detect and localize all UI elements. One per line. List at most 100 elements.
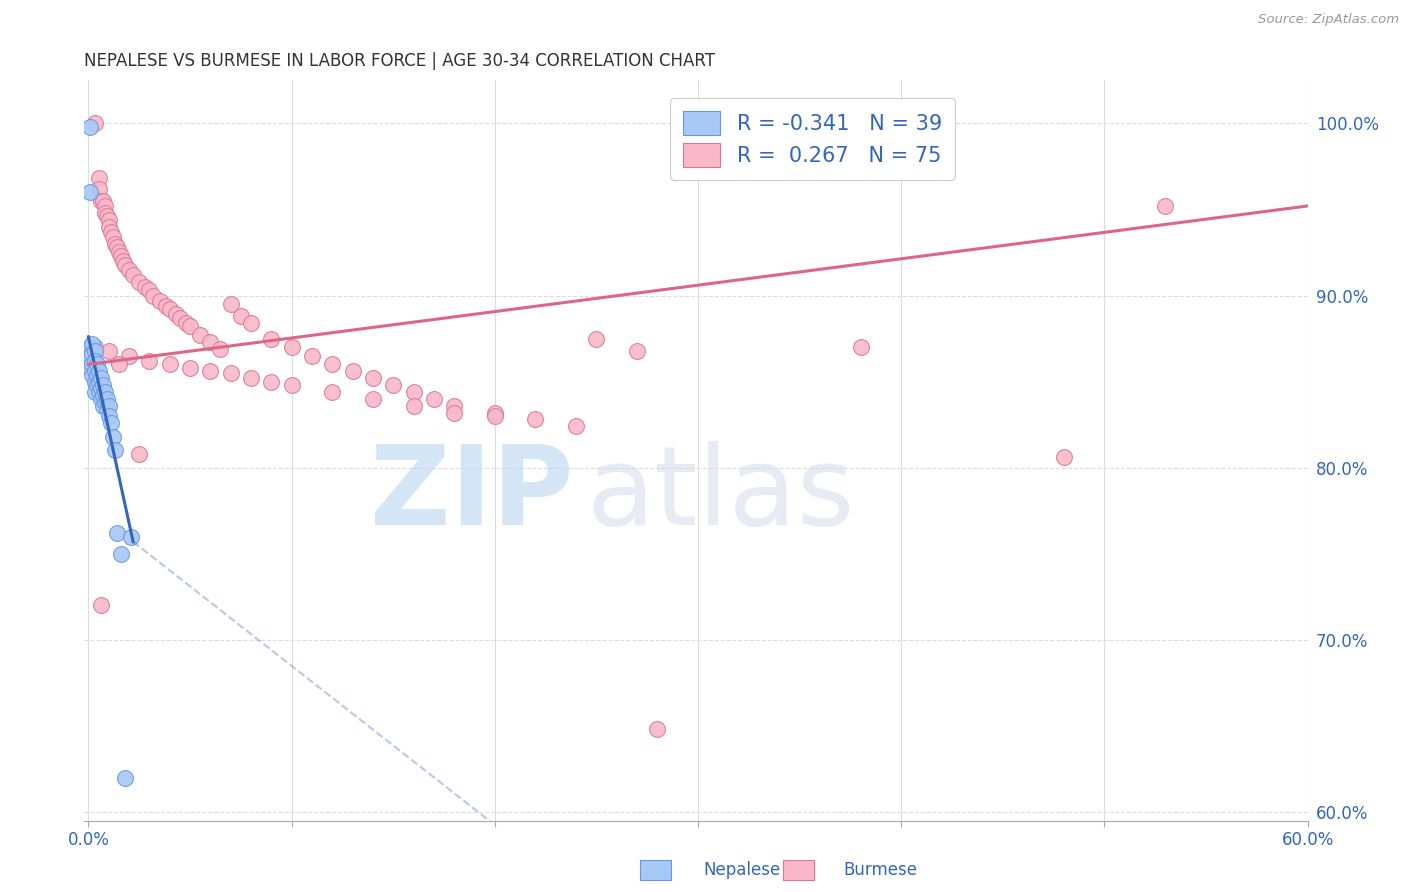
Point xyxy=(86,378,108,392)
Point xyxy=(342,364,364,378)
Point xyxy=(86,368,108,382)
Point xyxy=(83,384,105,399)
Point xyxy=(626,343,648,358)
Point xyxy=(402,384,425,399)
Point xyxy=(423,392,446,406)
Point xyxy=(118,349,141,363)
Point xyxy=(120,530,142,544)
Point xyxy=(1053,450,1076,465)
Point xyxy=(114,771,136,785)
Point xyxy=(443,406,465,420)
Point xyxy=(402,399,425,413)
Point xyxy=(96,402,118,417)
Text: Burmese: Burmese xyxy=(844,861,918,879)
Point xyxy=(90,371,112,385)
Point xyxy=(93,199,115,213)
Point xyxy=(83,340,105,354)
Point xyxy=(108,357,131,371)
Point xyxy=(82,336,104,351)
Point xyxy=(134,280,156,294)
Point xyxy=(484,409,506,423)
Point xyxy=(174,316,197,330)
Point xyxy=(114,258,136,272)
Point xyxy=(321,357,343,371)
Point xyxy=(100,416,122,430)
Point xyxy=(82,347,104,361)
Point xyxy=(128,447,150,461)
Point xyxy=(79,349,101,363)
Point xyxy=(179,360,201,375)
Point xyxy=(97,219,120,234)
Point xyxy=(83,116,105,130)
Point xyxy=(484,406,506,420)
Point xyxy=(219,366,242,380)
Point xyxy=(79,185,101,199)
Point xyxy=(104,443,127,458)
Point xyxy=(200,364,222,378)
Point xyxy=(90,599,112,613)
Point xyxy=(90,194,112,208)
Point xyxy=(97,212,120,227)
Point xyxy=(79,340,101,354)
Text: atlas: atlas xyxy=(586,442,855,549)
Point xyxy=(240,316,263,330)
Point xyxy=(110,547,132,561)
Point xyxy=(280,378,302,392)
Point xyxy=(169,310,191,325)
Point xyxy=(104,236,127,251)
Point xyxy=(301,349,323,363)
Point xyxy=(87,384,110,399)
Point xyxy=(1154,199,1177,213)
Point xyxy=(100,225,122,239)
Point xyxy=(83,354,105,368)
Point xyxy=(382,378,405,392)
Point xyxy=(87,375,110,389)
Point xyxy=(87,182,110,196)
Point xyxy=(96,209,118,223)
Point xyxy=(122,268,145,282)
Point xyxy=(111,254,134,268)
Point xyxy=(105,240,128,254)
Point xyxy=(118,262,141,277)
Point xyxy=(93,384,115,399)
Point xyxy=(97,399,120,413)
Point xyxy=(138,354,160,368)
Point xyxy=(159,357,181,371)
Text: Nepalese: Nepalese xyxy=(703,861,780,879)
Legend: R = -0.341   N = 39, R =  0.267   N = 75: R = -0.341 N = 39, R = 0.267 N = 75 xyxy=(671,98,955,179)
Point xyxy=(179,319,201,334)
Point xyxy=(165,308,187,322)
Point xyxy=(280,340,302,354)
Point xyxy=(91,388,114,402)
Point xyxy=(82,357,104,371)
Point xyxy=(361,392,384,406)
Point xyxy=(105,526,128,541)
Point xyxy=(83,364,105,378)
Point xyxy=(87,364,110,378)
Point xyxy=(79,360,101,375)
Point xyxy=(93,206,115,220)
Point xyxy=(229,309,252,323)
Point xyxy=(647,723,669,737)
Point xyxy=(188,328,211,343)
Point xyxy=(565,419,588,434)
Point xyxy=(443,399,465,413)
Point xyxy=(219,297,242,311)
Point xyxy=(849,340,872,354)
Point xyxy=(86,357,108,371)
Point xyxy=(90,382,112,396)
Point xyxy=(209,342,232,356)
Point xyxy=(79,120,101,134)
Point xyxy=(93,395,115,409)
Point xyxy=(83,375,105,389)
Point xyxy=(108,245,131,260)
Point xyxy=(260,332,283,346)
Point xyxy=(96,392,118,406)
Point xyxy=(128,275,150,289)
Point xyxy=(260,375,283,389)
Point xyxy=(321,384,343,399)
Point xyxy=(91,194,114,208)
Point xyxy=(97,409,120,423)
Point xyxy=(148,293,170,308)
Point xyxy=(524,412,547,426)
